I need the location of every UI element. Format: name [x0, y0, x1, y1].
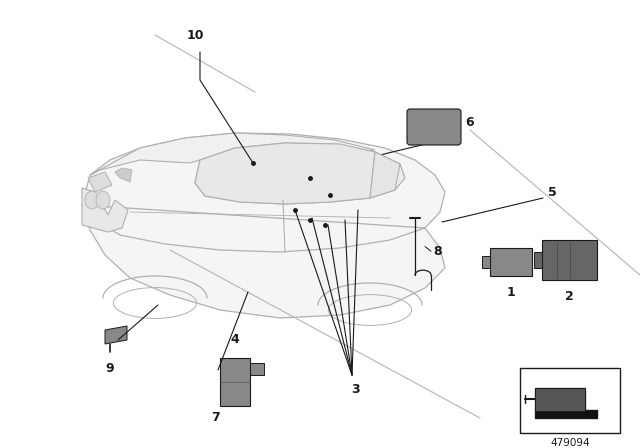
Bar	[250, 363, 264, 375]
Text: 6: 6	[465, 116, 474, 129]
Text: 10: 10	[186, 29, 204, 42]
FancyBboxPatch shape	[490, 248, 532, 276]
Text: 8: 8	[433, 245, 442, 258]
Text: 9: 9	[106, 362, 115, 375]
FancyBboxPatch shape	[407, 109, 461, 145]
FancyBboxPatch shape	[542, 240, 597, 280]
Polygon shape	[82, 133, 445, 318]
Text: 479094: 479094	[550, 438, 590, 448]
Polygon shape	[195, 143, 375, 204]
Polygon shape	[370, 152, 400, 198]
Ellipse shape	[85, 191, 99, 209]
FancyBboxPatch shape	[220, 358, 250, 406]
Polygon shape	[88, 172, 112, 192]
Text: 1: 1	[507, 286, 515, 299]
Polygon shape	[82, 188, 128, 232]
Text: 7: 7	[211, 411, 220, 424]
Polygon shape	[195, 143, 405, 204]
Polygon shape	[105, 326, 127, 344]
Text: 3: 3	[352, 383, 360, 396]
Polygon shape	[535, 410, 597, 418]
Text: 5: 5	[548, 186, 557, 199]
Bar	[520, 368, 620, 433]
Polygon shape	[115, 168, 132, 182]
Ellipse shape	[96, 191, 110, 209]
Text: 4: 4	[230, 333, 239, 346]
Text: 2: 2	[564, 290, 573, 303]
Bar	[534, 252, 542, 268]
Polygon shape	[90, 133, 375, 175]
Bar	[482, 256, 490, 268]
Polygon shape	[535, 388, 585, 410]
